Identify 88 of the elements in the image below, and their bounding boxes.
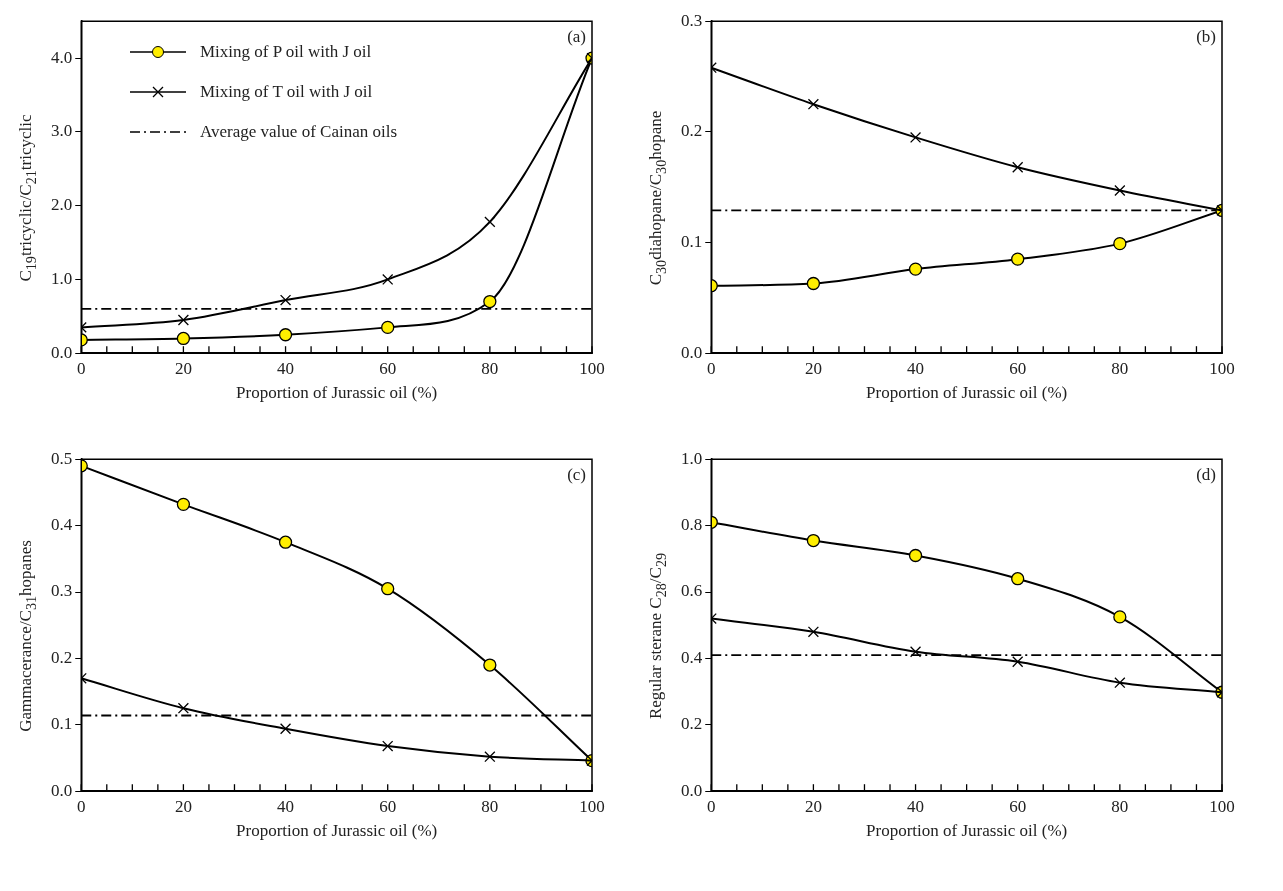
x-axis-title: Proportion of Jurassic oil (%)	[866, 383, 1068, 403]
point	[278, 328, 293, 342]
x-tick-label: 20	[804, 797, 822, 817]
x-tick-label: 0	[77, 797, 86, 817]
y-tick-label: 0.2	[681, 714, 703, 734]
y-tick-label: 0.0	[681, 342, 703, 362]
x-tick-label: 100	[579, 797, 605, 817]
x-tick-label: 80	[1111, 359, 1129, 379]
point	[279, 723, 292, 735]
point	[483, 658, 497, 672]
legend-label: Mixing of P oil with J oil	[200, 42, 372, 62]
x-tick-label: 80	[481, 359, 499, 379]
point	[177, 702, 189, 714]
x-tick-label: 60	[1009, 359, 1027, 379]
y-tick-label: 2.0	[51, 195, 73, 215]
x-tick-label: 40	[907, 359, 925, 379]
y-tick-label: 0.0	[51, 780, 73, 800]
point	[176, 331, 191, 346]
point	[1012, 161, 1024, 173]
y-tick-label: 0.0	[51, 342, 73, 362]
y-tick-label: 0.5	[51, 448, 73, 468]
x-tick-label: 100	[1209, 359, 1235, 379]
annotation: (b)	[1196, 27, 1216, 47]
x-tick-label: 40	[277, 797, 295, 817]
y-tick-label: 0.3	[681, 10, 703, 30]
y-tick-label: 4.0	[51, 47, 73, 67]
point	[1114, 184, 1126, 197]
y-tick-label: 3.0	[51, 121, 73, 141]
legend-label: Mixing of T oil with J oil	[200, 82, 373, 102]
legend-label: Average value of Cainan oils	[200, 122, 398, 142]
point	[176, 497, 191, 511]
x-axis-title: Proportion of Jurassic oil (%)	[236, 383, 438, 403]
point	[483, 294, 497, 309]
point	[909, 646, 922, 658]
point	[1114, 677, 1126, 689]
y-tick-label: 0.2	[681, 121, 703, 141]
y-tick-label: 0.0	[681, 780, 703, 800]
annotation: (a)	[567, 27, 586, 47]
y-tick-label: 1.0	[51, 268, 73, 288]
y-tick-label: 0.2	[51, 647, 73, 667]
point	[177, 314, 189, 326]
point	[484, 216, 496, 228]
x-tick-label: 40	[907, 797, 925, 817]
point	[1113, 610, 1127, 624]
point	[382, 273, 394, 286]
x-tick-label: 40	[277, 359, 295, 379]
point	[807, 626, 819, 638]
point	[278, 535, 293, 549]
x-tick-label: 60	[379, 797, 397, 817]
point	[807, 98, 819, 110]
y-tick-label: 0.1	[681, 232, 703, 251]
x-tick-label: 0	[707, 797, 716, 817]
y-tick-label: 0.6	[681, 581, 703, 601]
point	[908, 548, 923, 563]
y-tick-label: 0.1	[51, 714, 73, 734]
x-tick-label: 100	[579, 359, 605, 379]
x-tick-label: 60	[379, 359, 397, 379]
y-tick-label: 1.0	[681, 448, 703, 468]
y-tick-label: 0.3	[51, 581, 73, 601]
point	[1113, 236, 1127, 251]
x-tick-label: 0	[707, 359, 716, 379]
point	[484, 751, 496, 763]
point	[908, 262, 923, 276]
point	[806, 533, 821, 548]
y-tick-label: 0.8	[681, 515, 703, 535]
x-tick-label: 20	[174, 359, 192, 379]
x-tick-label: 0	[77, 359, 86, 379]
point	[279, 294, 292, 306]
point	[381, 582, 395, 596]
x-tick-label: 100	[1209, 797, 1235, 817]
annotation: (c)	[567, 465, 586, 485]
x-tick-label: 80	[1111, 797, 1129, 817]
point	[382, 740, 394, 752]
x-tick-label: 60	[1009, 797, 1027, 817]
point	[1011, 252, 1025, 266]
point	[806, 276, 821, 291]
y-tick-label: 0.4	[681, 647, 703, 667]
point	[909, 131, 922, 143]
x-tick-label: 20	[174, 797, 192, 817]
annotation: (d)	[1196, 465, 1216, 485]
x-tick-label: 80	[481, 797, 499, 817]
x-axis-title: Proportion of Jurassic oil (%)	[236, 821, 438, 841]
point	[381, 320, 395, 335]
x-tick-label: 20	[804, 359, 822, 379]
point	[1011, 572, 1025, 586]
x-axis-title: Proportion of Jurassic oil (%)	[866, 821, 1068, 841]
y-tick-label: 0.4	[51, 515, 73, 535]
point	[1012, 656, 1024, 668]
